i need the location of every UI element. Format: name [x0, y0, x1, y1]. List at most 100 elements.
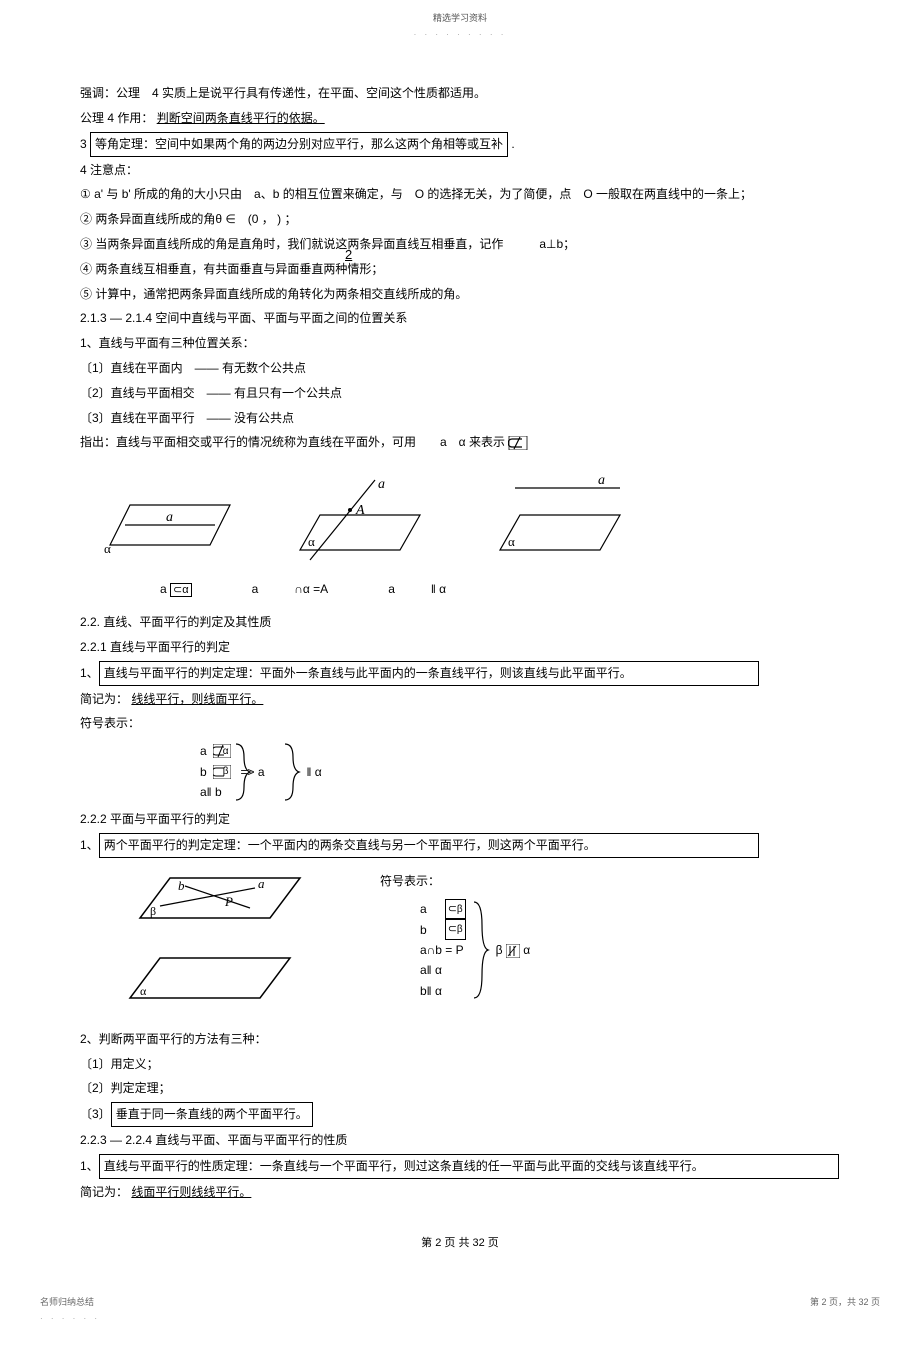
label: 1、 [80, 666, 99, 680]
footer-dots: · · · · · · [40, 1311, 100, 1326]
label: β [457, 924, 463, 935]
label: 简记为： [80, 692, 131, 706]
svg-text:P: P [224, 894, 233, 909]
text-line: 公理 4 作用： 判断空间两条直线平行的依据。 [80, 107, 840, 130]
footer-right: 第 2 页，共 32 页 [810, 1294, 880, 1326]
svg-text:α: α [140, 984, 147, 998]
diagram-two-parallel-planes: b a P β α [110, 868, 320, 1018]
label: 简记为： [80, 1185, 131, 1199]
formula-block-2: a ⊂β b ⊂β a∩b = P a‖ α b‖ α [420, 899, 530, 1002]
svg-text:β: β [150, 904, 156, 918]
parallel-icon [506, 944, 520, 958]
label: b [420, 920, 439, 940]
caption: a ‖ α [388, 578, 446, 601]
diagram-line-in-plane: a α [90, 475, 240, 565]
boxed-theorem: 两个平面平行的判定定理：一个平面内的两条交直线与另一个平面平行，则这两个平面平行… [99, 833, 759, 858]
boxed-theorem: 等角定理：空间中如果两个角的两边分别对应平行，那么这两个角相等或互补 [90, 132, 508, 157]
text-line: 2、判断两平面平行的方法有三种： [80, 1028, 840, 1051]
underlined-text: 线线平行，则线面平行。 [131, 692, 263, 706]
label: α [523, 943, 530, 957]
text-line: 强调：公理 4 实质上是说平行具有传递性，在平面、空间这个性质都适用。 [80, 82, 840, 105]
label: β [496, 943, 503, 957]
text-line: 1、直线与平面有三种位置关系： [80, 332, 840, 355]
header-dots: · · · · · · · · · [30, 27, 890, 42]
page-number: 第 2 页 共 32 页 [80, 1233, 840, 1254]
boxed-theorem: 直线与平面平行的性质定理：一条直线与一个平面平行，则过这条直线的任一平面与此平面… [99, 1154, 839, 1179]
label: 〔3〕 [80, 1107, 111, 1121]
text-line: ② 两条异面直线所成的角θ ∈ (0 ， ) ； [80, 208, 840, 231]
formula-block-1: a α b β a‖ b => a [200, 741, 840, 802]
subset-beta-icon: ⊂β [445, 899, 466, 920]
diagram-captions: a ⊂α a ∩α =A a ‖ α [160, 578, 840, 601]
svg-text:α: α [508, 534, 515, 549]
label: α [223, 743, 229, 760]
label: 1、 [80, 1159, 99, 1173]
caption: a ⊂α [160, 578, 192, 601]
boxed-symbol: ⊂α [170, 583, 192, 597]
label: β [457, 904, 463, 915]
label: a‖ b [200, 782, 222, 802]
text-line: ④ 两条直线互相垂直，有共面垂直与异面垂直两种情形； [80, 258, 840, 281]
label: . [508, 137, 515, 151]
boxed-theorem: 直线与平面平行的判定定理：平面外一条直线与此平面内的一条直线平行，则该直线与此平… [99, 661, 759, 686]
right-brace-icon [472, 900, 490, 1000]
label: α [182, 584, 188, 596]
label: a [200, 741, 207, 761]
text-line: 〔3〕直线在平面平行 —— 没有公共点 [80, 407, 840, 430]
label: a‖ α [420, 960, 442, 980]
label: ‖ α [307, 762, 322, 782]
subset-beta-icon: ⊂β [445, 919, 466, 940]
underlined-text: 线面平行则线线平行。 [131, 1185, 251, 1199]
text-line: 〔2〕判定定理； [80, 1077, 840, 1100]
label: => a [228, 762, 276, 782]
svg-text:b: b [178, 878, 185, 893]
text-line: 4 注意点： [80, 159, 840, 182]
text-line: 〔1〕直线在平面内 —— 有无数个公共点 [80, 357, 840, 380]
text-line: 简记为： 线面平行则线线平行。 [80, 1181, 840, 1204]
svg-text:a: a [166, 510, 173, 525]
diagram-line-parallel-plane: a α [480, 470, 640, 570]
label: b [200, 762, 207, 782]
label: b‖ α [420, 981, 442, 1001]
caption: a ∩α =A [252, 578, 329, 601]
label: 3 [80, 137, 90, 151]
text-line: 3 等角定理：空间中如果两个角的两边分别对应平行，那么这两个角相等或互补 . [80, 132, 840, 157]
label: a [420, 899, 439, 919]
svg-text:a: a [258, 876, 265, 891]
page-footer: 名师归纳总结 · · · · · · 第 2 页，共 32 页 [30, 1294, 890, 1326]
label: a∩b = P [420, 940, 464, 960]
text-line: 〔2〕直线与平面相交 —— 有且只有一个公共点 [80, 382, 840, 405]
text-line: ③ 当两条异面直线所成的角是直角时，我们就说这两条异面直线互相垂直，记作 a⊥b… [80, 233, 840, 256]
svg-text:α: α [104, 541, 111, 556]
text-line: 符号表示： [80, 712, 840, 735]
text-line: 1、直线与平面平行的判定定理：平面外一条直线与此平面内的一条直线平行，则该直线与… [80, 661, 840, 686]
svg-text:a: a [378, 477, 385, 492]
section-heading: 2.2. 直线、平面平行的判定及其性质 [80, 611, 840, 634]
document-body: 强调：公理 4 实质上是说平行具有传递性，在平面、空间这个性质都适用。 公理 4… [30, 82, 890, 1254]
label: a [160, 582, 170, 596]
section-heading: 2.1.3 — 2.1.4 空间中直线与平面、平面与平面之间的位置关系 [80, 307, 840, 330]
footer-left: 名师归纳总结 · · · · · · [40, 1294, 100, 1326]
label: β α [496, 940, 531, 960]
section-heading: 2.2.2 平面与平面平行的判定 [80, 808, 840, 831]
svg-text:a: a [598, 473, 605, 488]
text-line: 简记为： 线线平行，则线面平行。 [80, 688, 840, 711]
label: 公理 4 作用： [80, 111, 157, 125]
svg-text:α: α [308, 534, 315, 549]
text-line: 符号表示： [380, 870, 530, 893]
diagram-line-intersect-plane: a A α [280, 470, 440, 570]
two-column-diagram: b a P β α 符号表示： a ⊂β b ⊂β [80, 868, 840, 1018]
text-line: ① a' 与 b' 所成的角的大小只由 a、b 的相互位置来确定，与 O 的选择… [80, 183, 840, 206]
fraction-num: 2 [345, 243, 352, 268]
boxed-text: 垂直于同一条直线的两个平面平行。 [111, 1102, 313, 1127]
text-line: 1、直线与平面平行的性质定理：一条直线与一个平面平行，则过这条直线的任一平面与此… [80, 1154, 840, 1179]
page-header: 精选学习资料 · · · · · · · · · [30, 10, 890, 42]
text: ③ 当两条异面直线所成的角是直角时，我们就说这两条异面直线互相垂直，记作 a⊥b… [80, 237, 575, 251]
label: 1、 [80, 838, 99, 852]
section-heading: 2.2.3 — 2.2.4 直线与平面、平面与平面平行的性质 [80, 1129, 840, 1152]
text: 指出：直线与平面相交或平行的情况统称为直线在平面外，可用 a α 来表示 [80, 435, 505, 449]
right-column: 符号表示： a ⊂β b ⊂β a∩b = P a‖ α [380, 868, 530, 1007]
text-line: 指出：直线与平面相交或平行的情况统称为直线在平面外，可用 a α 来表示 [80, 431, 840, 454]
text-line: 〔1〕用定义； [80, 1053, 840, 1076]
underlined-text: 判断空间两条直线平行的依据。 [157, 111, 325, 125]
